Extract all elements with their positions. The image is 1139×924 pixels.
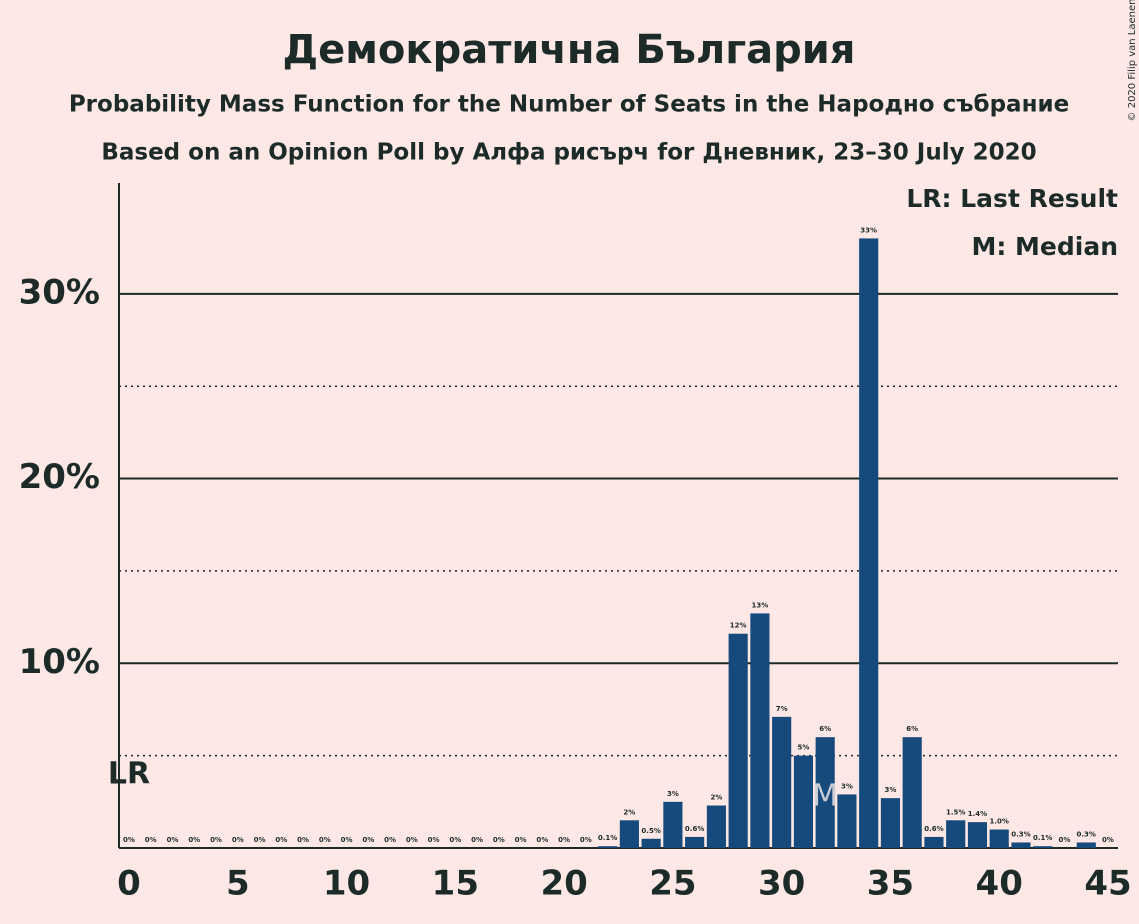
value-label: 0%	[558, 836, 570, 844]
value-label: 0%	[406, 836, 418, 844]
value-label: 3%	[884, 786, 896, 794]
x-tick-label: 0	[117, 864, 141, 904]
value-label: 3%	[841, 782, 853, 790]
value-label: 0%	[580, 836, 592, 844]
value-label: 33%	[860, 226, 877, 234]
chart-subtitle: Probability Mass Function for the Number…	[69, 92, 1069, 118]
bar	[989, 829, 1009, 848]
value-label: 0%	[384, 836, 396, 844]
bar	[793, 755, 813, 848]
value-label: 0%	[449, 836, 461, 844]
bar	[924, 836, 944, 848]
value-label: 0%	[297, 836, 309, 844]
bar	[815, 737, 835, 848]
value-label: 0%	[319, 836, 331, 844]
bar	[946, 820, 966, 848]
value-label: 0%	[341, 836, 353, 844]
bar	[880, 798, 901, 848]
value-label: 0%	[515, 836, 527, 844]
credit: © 2020 Filip van Laenen	[1127, 0, 1138, 121]
bar	[598, 846, 618, 848]
bar	[1076, 842, 1096, 848]
value-label: 2%	[710, 794, 722, 802]
value-label: 1.4%	[968, 810, 987, 818]
value-label: 0%	[1059, 836, 1071, 844]
value-label: 0%	[536, 836, 548, 844]
value-label: 0%	[210, 836, 222, 844]
value-label: 5%	[797, 744, 809, 752]
chart-subtitle: Based on an Opinion Poll by Алфа рисърч …	[101, 140, 1036, 166]
value-label: 0%	[254, 836, 266, 844]
value-label: 6%	[906, 725, 918, 733]
value-label: 0%	[188, 836, 200, 844]
value-label: 13%	[752, 601, 769, 609]
bar	[967, 822, 988, 848]
value-label: 0%	[493, 836, 505, 844]
bar	[750, 613, 770, 848]
value-label: 2%	[623, 808, 635, 816]
value-label: 0.5%	[641, 827, 660, 835]
bar	[641, 838, 661, 848]
y-tick-label: 20%	[19, 457, 100, 497]
bar	[902, 737, 922, 848]
y-tick-label: 30%	[19, 272, 100, 312]
x-tick-label: 45	[1084, 864, 1131, 904]
chart-title: Демократична България	[282, 27, 855, 73]
x-tick-label: 5	[226, 864, 250, 904]
x-tick-label: 25	[649, 864, 696, 904]
value-label: 0%	[167, 836, 179, 844]
value-label: 1.0%	[990, 818, 1009, 826]
value-label: 0.3%	[1011, 830, 1030, 838]
bar	[1033, 846, 1053, 848]
annotation: LR	[108, 757, 150, 792]
value-label: 0%	[428, 836, 440, 844]
bar	[728, 633, 748, 848]
annotation: M	[812, 779, 838, 814]
x-tick-label: 40	[976, 864, 1023, 904]
bar	[663, 801, 683, 848]
legend-entry: M: Median	[971, 232, 1118, 261]
bar	[619, 820, 639, 848]
value-label: 0%	[123, 836, 135, 844]
value-label: 0%	[1102, 836, 1114, 844]
value-label: 0%	[275, 836, 287, 844]
value-label: 0%	[145, 836, 157, 844]
x-tick-label: 30	[758, 864, 805, 904]
value-label: 7%	[776, 705, 788, 713]
value-label: 0%	[471, 836, 483, 844]
y-tick-label: 10%	[19, 642, 100, 682]
x-tick-label: 35	[867, 864, 914, 904]
value-label: 0.1%	[598, 834, 617, 842]
value-label: 0%	[362, 836, 374, 844]
bar	[859, 238, 879, 848]
value-label: 0.1%	[1033, 834, 1052, 842]
value-label: 0.3%	[1077, 830, 1096, 838]
x-tick-label: 20	[540, 864, 587, 904]
value-label: 3%	[667, 790, 679, 798]
value-label: 0.6%	[685, 825, 704, 833]
x-tick-label: 10	[323, 864, 370, 904]
value-label: 0%	[232, 836, 244, 844]
value-label: 1.5%	[946, 808, 965, 816]
value-label: 0.6%	[924, 825, 943, 833]
bar	[1011, 842, 1031, 848]
bar	[706, 805, 726, 848]
x-tick-label: 15	[432, 864, 479, 904]
value-label: 6%	[819, 725, 831, 733]
bar	[772, 716, 792, 848]
bar	[685, 836, 705, 848]
bar	[837, 794, 857, 848]
legend-entry: LR: Last Result	[906, 184, 1118, 213]
value-label: 12%	[730, 622, 747, 630]
